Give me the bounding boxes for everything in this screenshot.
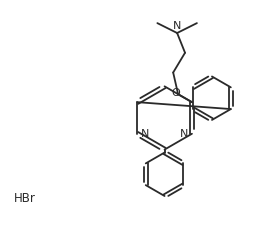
Text: HBr: HBr (13, 192, 35, 205)
Text: N: N (180, 129, 188, 139)
Text: O: O (172, 88, 181, 98)
Text: N: N (173, 21, 181, 31)
Text: N: N (141, 129, 149, 139)
